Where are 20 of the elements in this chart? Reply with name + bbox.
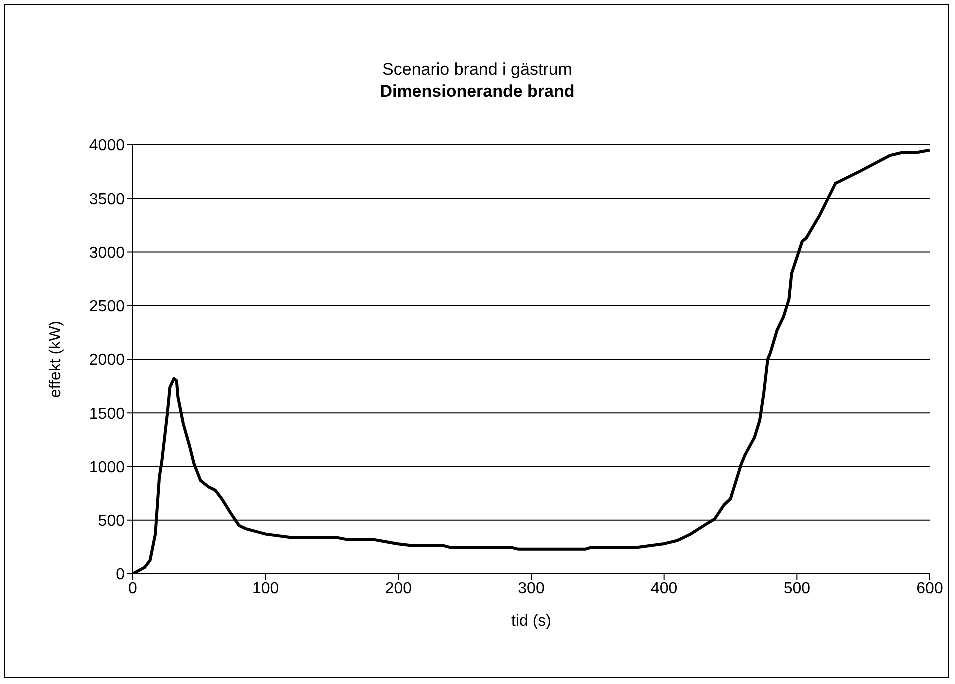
y-axis-title: effekt (kW) xyxy=(48,320,65,398)
x-axis-title: tid (s) xyxy=(512,613,552,630)
y-tick-label: 3500 xyxy=(89,191,126,208)
x-tick-label: 200 xyxy=(385,580,412,598)
chart-title: Scenario brand i gästrum xyxy=(382,60,574,80)
x-tick-label: 300 xyxy=(518,580,545,598)
x-tick-label: 0 xyxy=(128,580,138,598)
x-tick-label: 100 xyxy=(252,580,280,598)
y-tick-label: 2500 xyxy=(89,298,126,316)
x-tick-label: 500 xyxy=(784,580,811,598)
y-tick-label: 4000 xyxy=(89,138,126,155)
y-tick-label: 1000 xyxy=(89,459,126,476)
y-tick-label: 3000 xyxy=(89,244,126,262)
chart-subtitle: Dimensionerande brand xyxy=(379,82,576,102)
x-tick-label: 600 xyxy=(916,580,944,598)
x-tick-label: 400 xyxy=(650,580,678,598)
y-tick-label: 2000 xyxy=(89,352,126,370)
y-tick-label: 1500 xyxy=(89,406,126,423)
y-tick-label: 500 xyxy=(98,513,126,530)
y-tick-label: 0 xyxy=(116,566,126,584)
